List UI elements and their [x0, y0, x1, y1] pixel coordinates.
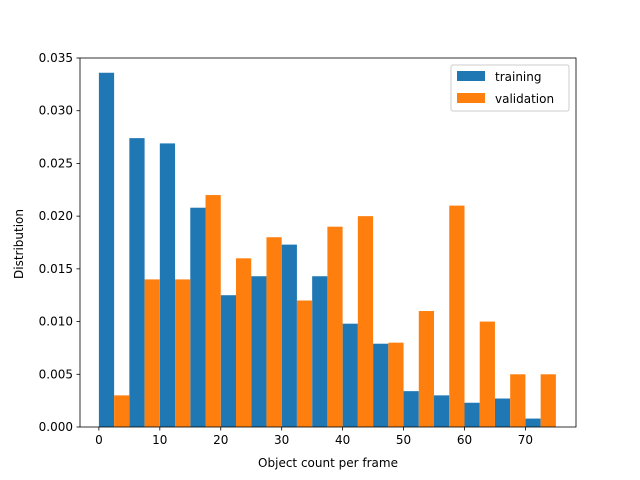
legend-label-training: training [495, 70, 542, 84]
plot-frame [79, 57, 577, 428]
x-tick-label: 50 [396, 433, 411, 447]
bar-validation-10 [418, 311, 435, 427]
bar-training-12 [464, 402, 480, 427]
bar-validation-7 [327, 226, 343, 427]
bar-validation-14 [540, 374, 556, 427]
bar-validation-6 [296, 300, 313, 427]
legend-label-validation: validation [495, 92, 554, 106]
y-axis-label: Distribution [12, 209, 26, 279]
x-tick-label: 0 [95, 433, 103, 447]
bar-training-11 [434, 395, 450, 427]
bar-validation-9 [388, 342, 404, 427]
bar-training-8 [342, 323, 358, 427]
bar-validation-2 [175, 279, 191, 427]
y-tick-label: 0.025 [39, 156, 73, 170]
bar-training-5 [251, 276, 267, 427]
bar-validation-1 [144, 279, 160, 427]
bar-validation-3 [205, 195, 221, 427]
y-tick-label: 0.035 [39, 51, 73, 65]
bar-validation-12 [479, 321, 495, 427]
bar-training-7 [312, 276, 328, 427]
bar-training-13 [494, 398, 511, 427]
bar-validation-4 [235, 258, 252, 427]
x-tick-label: 20 [213, 433, 228, 447]
bar-training-4 [220, 295, 236, 427]
x-tick-label: 30 [274, 433, 289, 447]
axes-layer: 0 10 20 30 40 50 60 70 0.000 0.005 0.010 0.015 0.020… [39, 51, 577, 447]
bar-validation-0 [114, 395, 130, 427]
bar-training-6 [281, 244, 297, 427]
bar-validation-8 [357, 216, 374, 427]
legend: training validation [450, 64, 570, 112]
x-axis-label: Object count per frame [258, 456, 398, 470]
y-tick-label: 0.015 [39, 262, 73, 276]
bar-validation-11 [449, 205, 465, 427]
bar-training-2 [159, 143, 176, 427]
x-tick-label: 40 [335, 433, 350, 447]
y-tick-label: 0.005 [39, 367, 73, 381]
x-tick-label: 10 [152, 433, 167, 447]
legend-swatch-training [457, 71, 485, 81]
y-tick-label: 0.030 [39, 104, 73, 118]
legend-swatch-validation [457, 93, 485, 103]
bar-validation-5 [266, 237, 282, 427]
bar-training-0 [98, 72, 115, 427]
y-tick-label: 0.020 [39, 209, 73, 223]
bar-training-3 [190, 207, 206, 427]
bar-validation-13 [510, 374, 526, 427]
bars-layer [98, 72, 556, 427]
y-tick-label: 0.010 [39, 315, 73, 329]
x-tick-label: 70 [518, 433, 533, 447]
bar-training-9 [373, 343, 389, 427]
bar-training-1 [129, 138, 145, 427]
bar-training-10 [403, 391, 419, 427]
bar-training-14 [525, 418, 541, 427]
y-tick-label: 0.000 [39, 420, 73, 434]
x-tick-label: 60 [457, 433, 472, 447]
